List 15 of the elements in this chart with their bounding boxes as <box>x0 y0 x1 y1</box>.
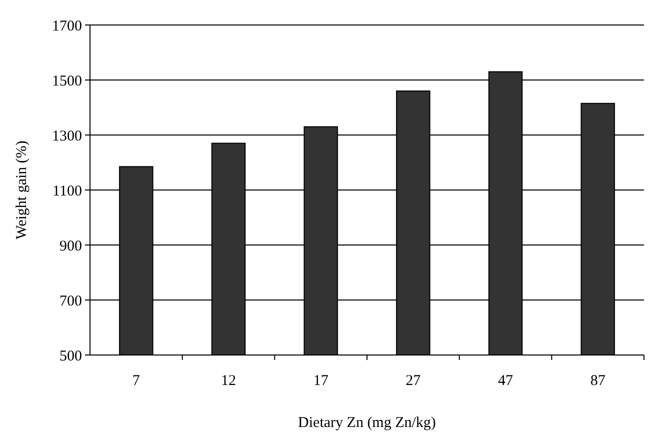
x-tick-label: 17 <box>313 373 329 389</box>
x-tick-label: 47 <box>498 373 514 389</box>
y-tick-label: 500 <box>60 348 82 364</box>
y-tick-label: 1100 <box>52 183 82 200</box>
y-tick-label: 1500 <box>52 73 82 90</box>
x-tick-label: 12 <box>221 373 236 389</box>
y-tick-label: 1700 <box>52 18 82 34</box>
y-tick-label: 900 <box>60 238 82 254</box>
x-axis-title: Dietary Zn (mg Zn/kg) <box>298 415 436 431</box>
y-axis-title: Weight gain (%) <box>14 140 30 240</box>
y-tick-label: 1300 <box>52 128 82 144</box>
x-tick-label: 87 <box>590 373 606 389</box>
y-tick-label: 700 <box>60 293 82 310</box>
x-tick-label: 7 <box>132 373 140 389</box>
x-tick-label: 27 <box>406 373 422 389</box>
